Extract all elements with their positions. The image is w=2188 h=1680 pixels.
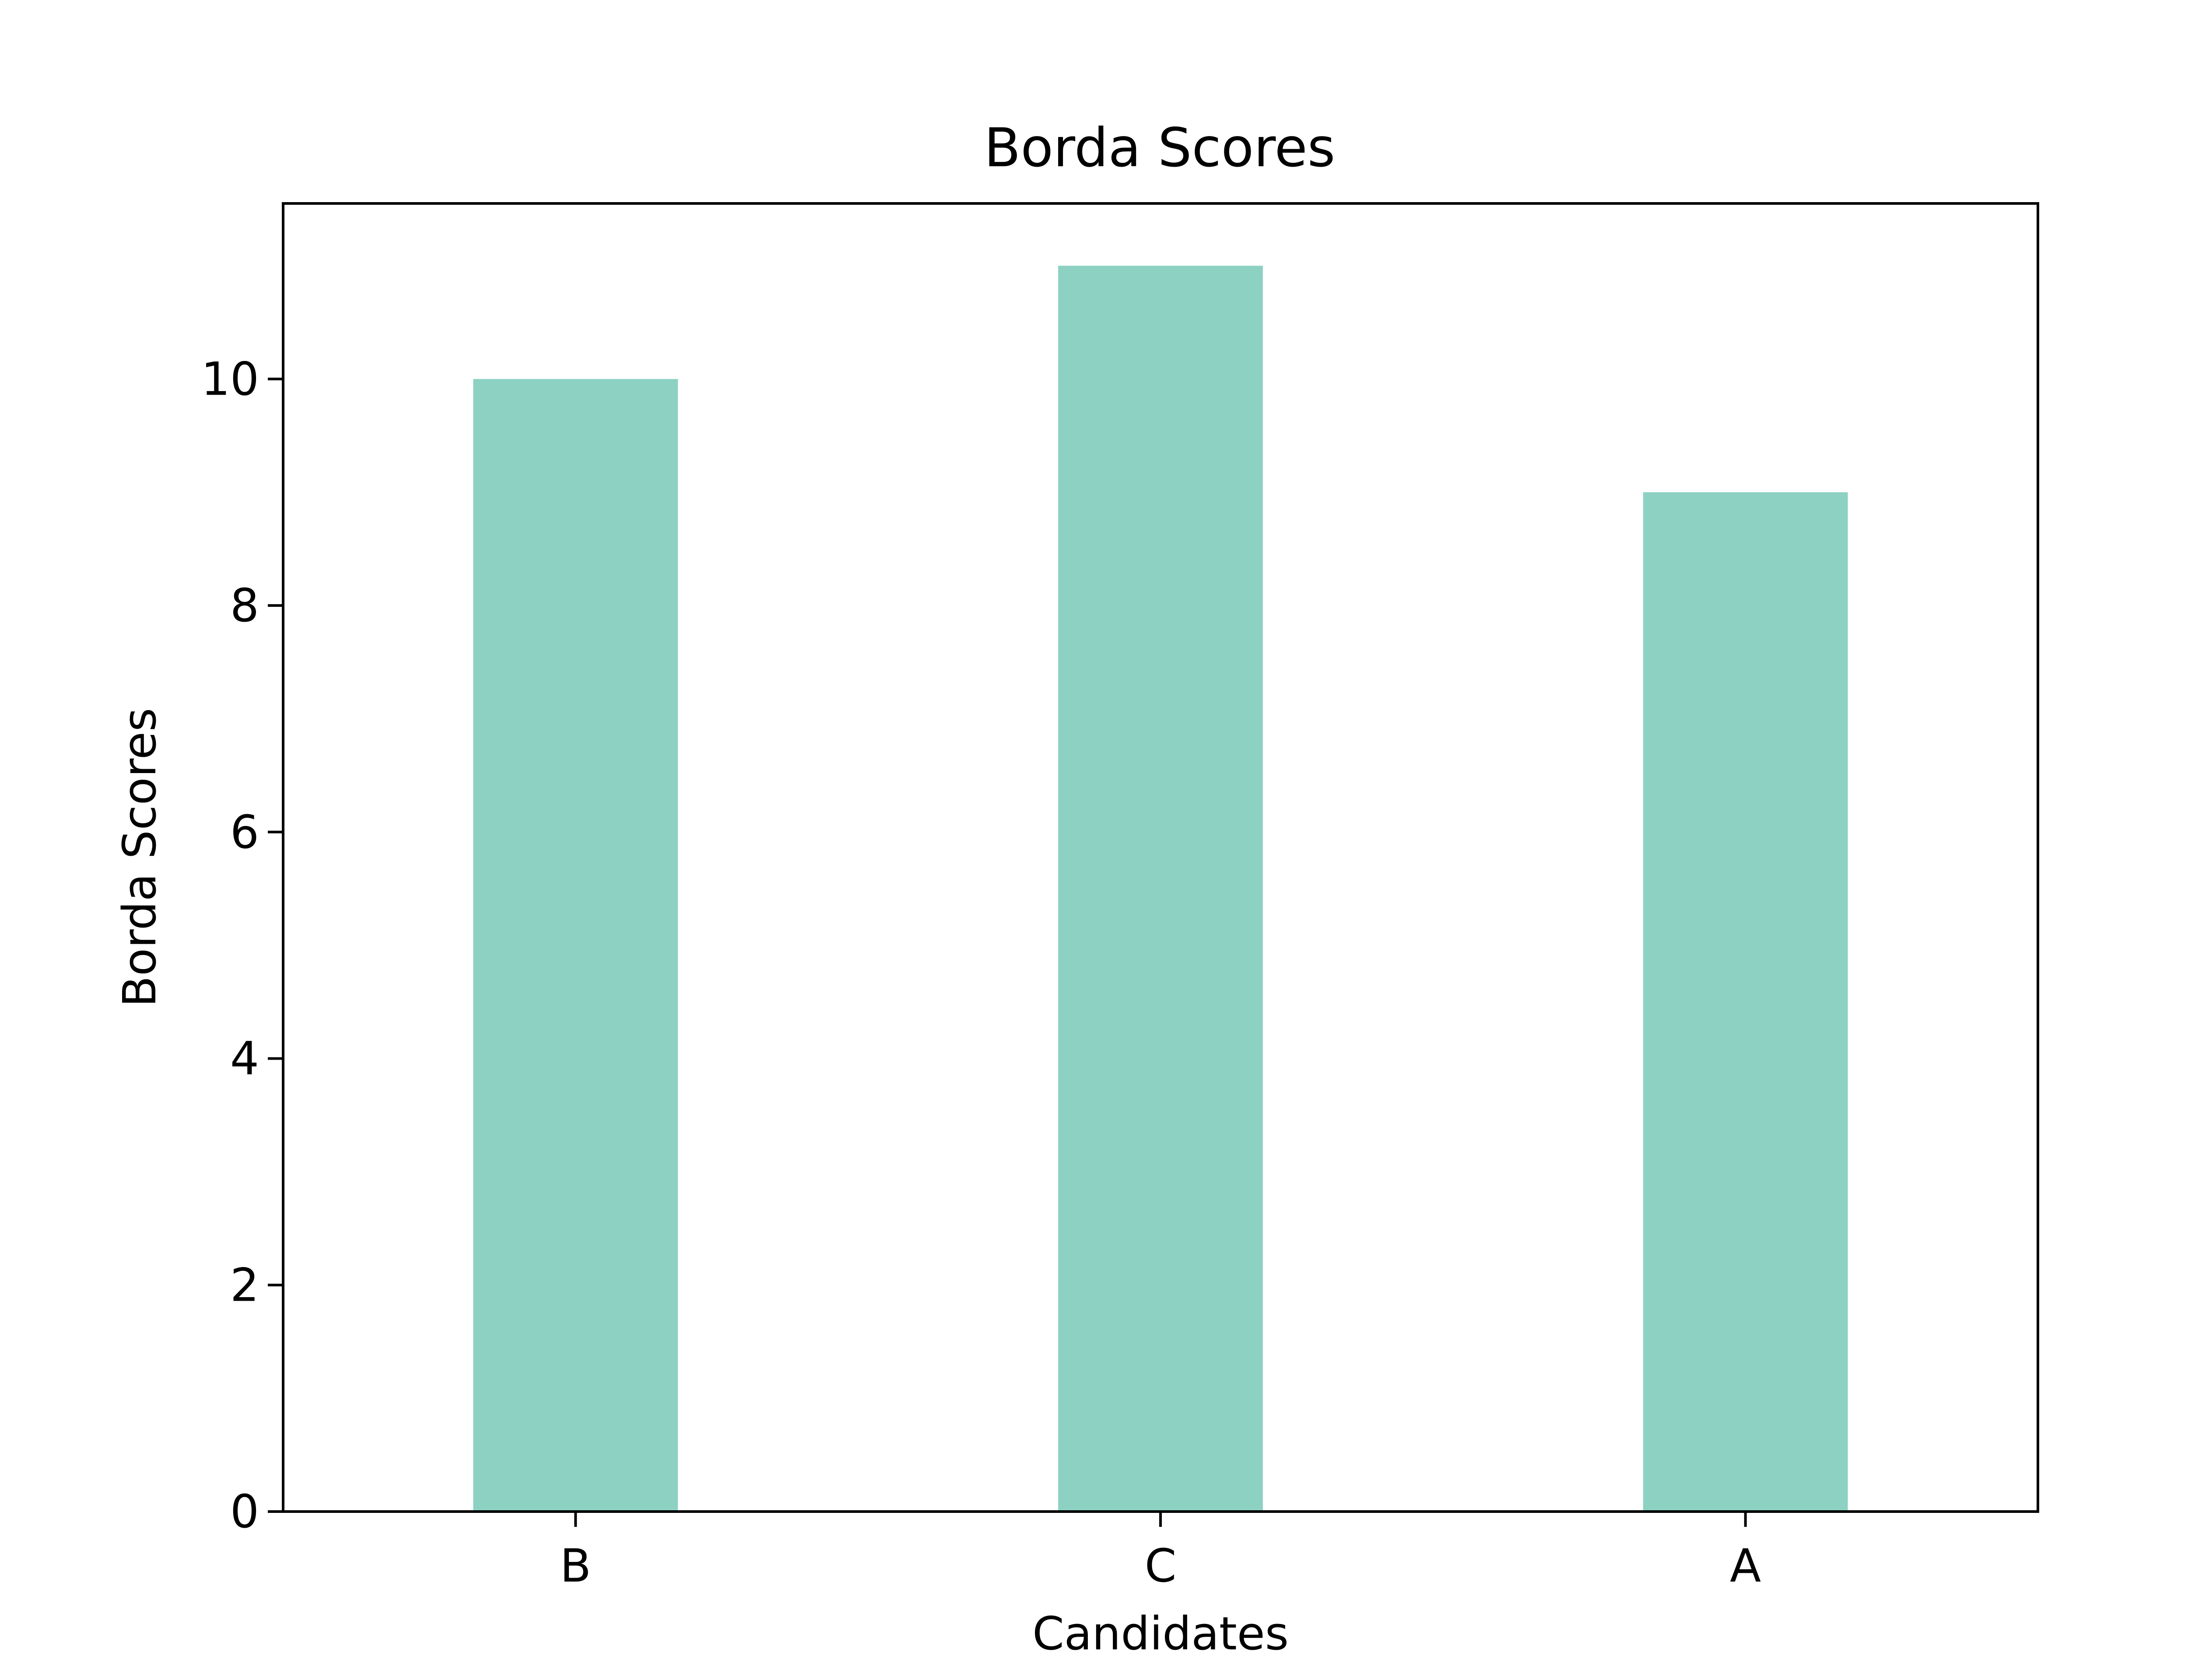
bar-C [1058, 266, 1263, 1512]
y-axis-label: Borda Scores [113, 708, 166, 1007]
y-tick-label: 4 [230, 1032, 259, 1085]
x-axis-label: Candidates [1032, 1607, 1289, 1660]
y-tick-label: 6 [230, 805, 259, 859]
y-tick-label: 0 [230, 1485, 259, 1538]
chart-title: Borda Scores [984, 117, 1336, 179]
x-tick-label: B [560, 1539, 591, 1592]
bar-A [1643, 492, 1848, 1512]
y-tick-label: 2 [230, 1258, 259, 1312]
x-tick-label: A [1730, 1539, 1761, 1592]
y-axis-ticks: 0 2 4 6 8 10 [201, 352, 283, 1538]
x-tick-label: C [1145, 1539, 1177, 1592]
y-tick-label: 8 [230, 579, 259, 632]
bars-layer [473, 266, 1848, 1512]
bar-B [473, 379, 678, 1512]
plot-frame [282, 202, 2039, 1513]
y-tick-label: 10 [201, 352, 259, 406]
